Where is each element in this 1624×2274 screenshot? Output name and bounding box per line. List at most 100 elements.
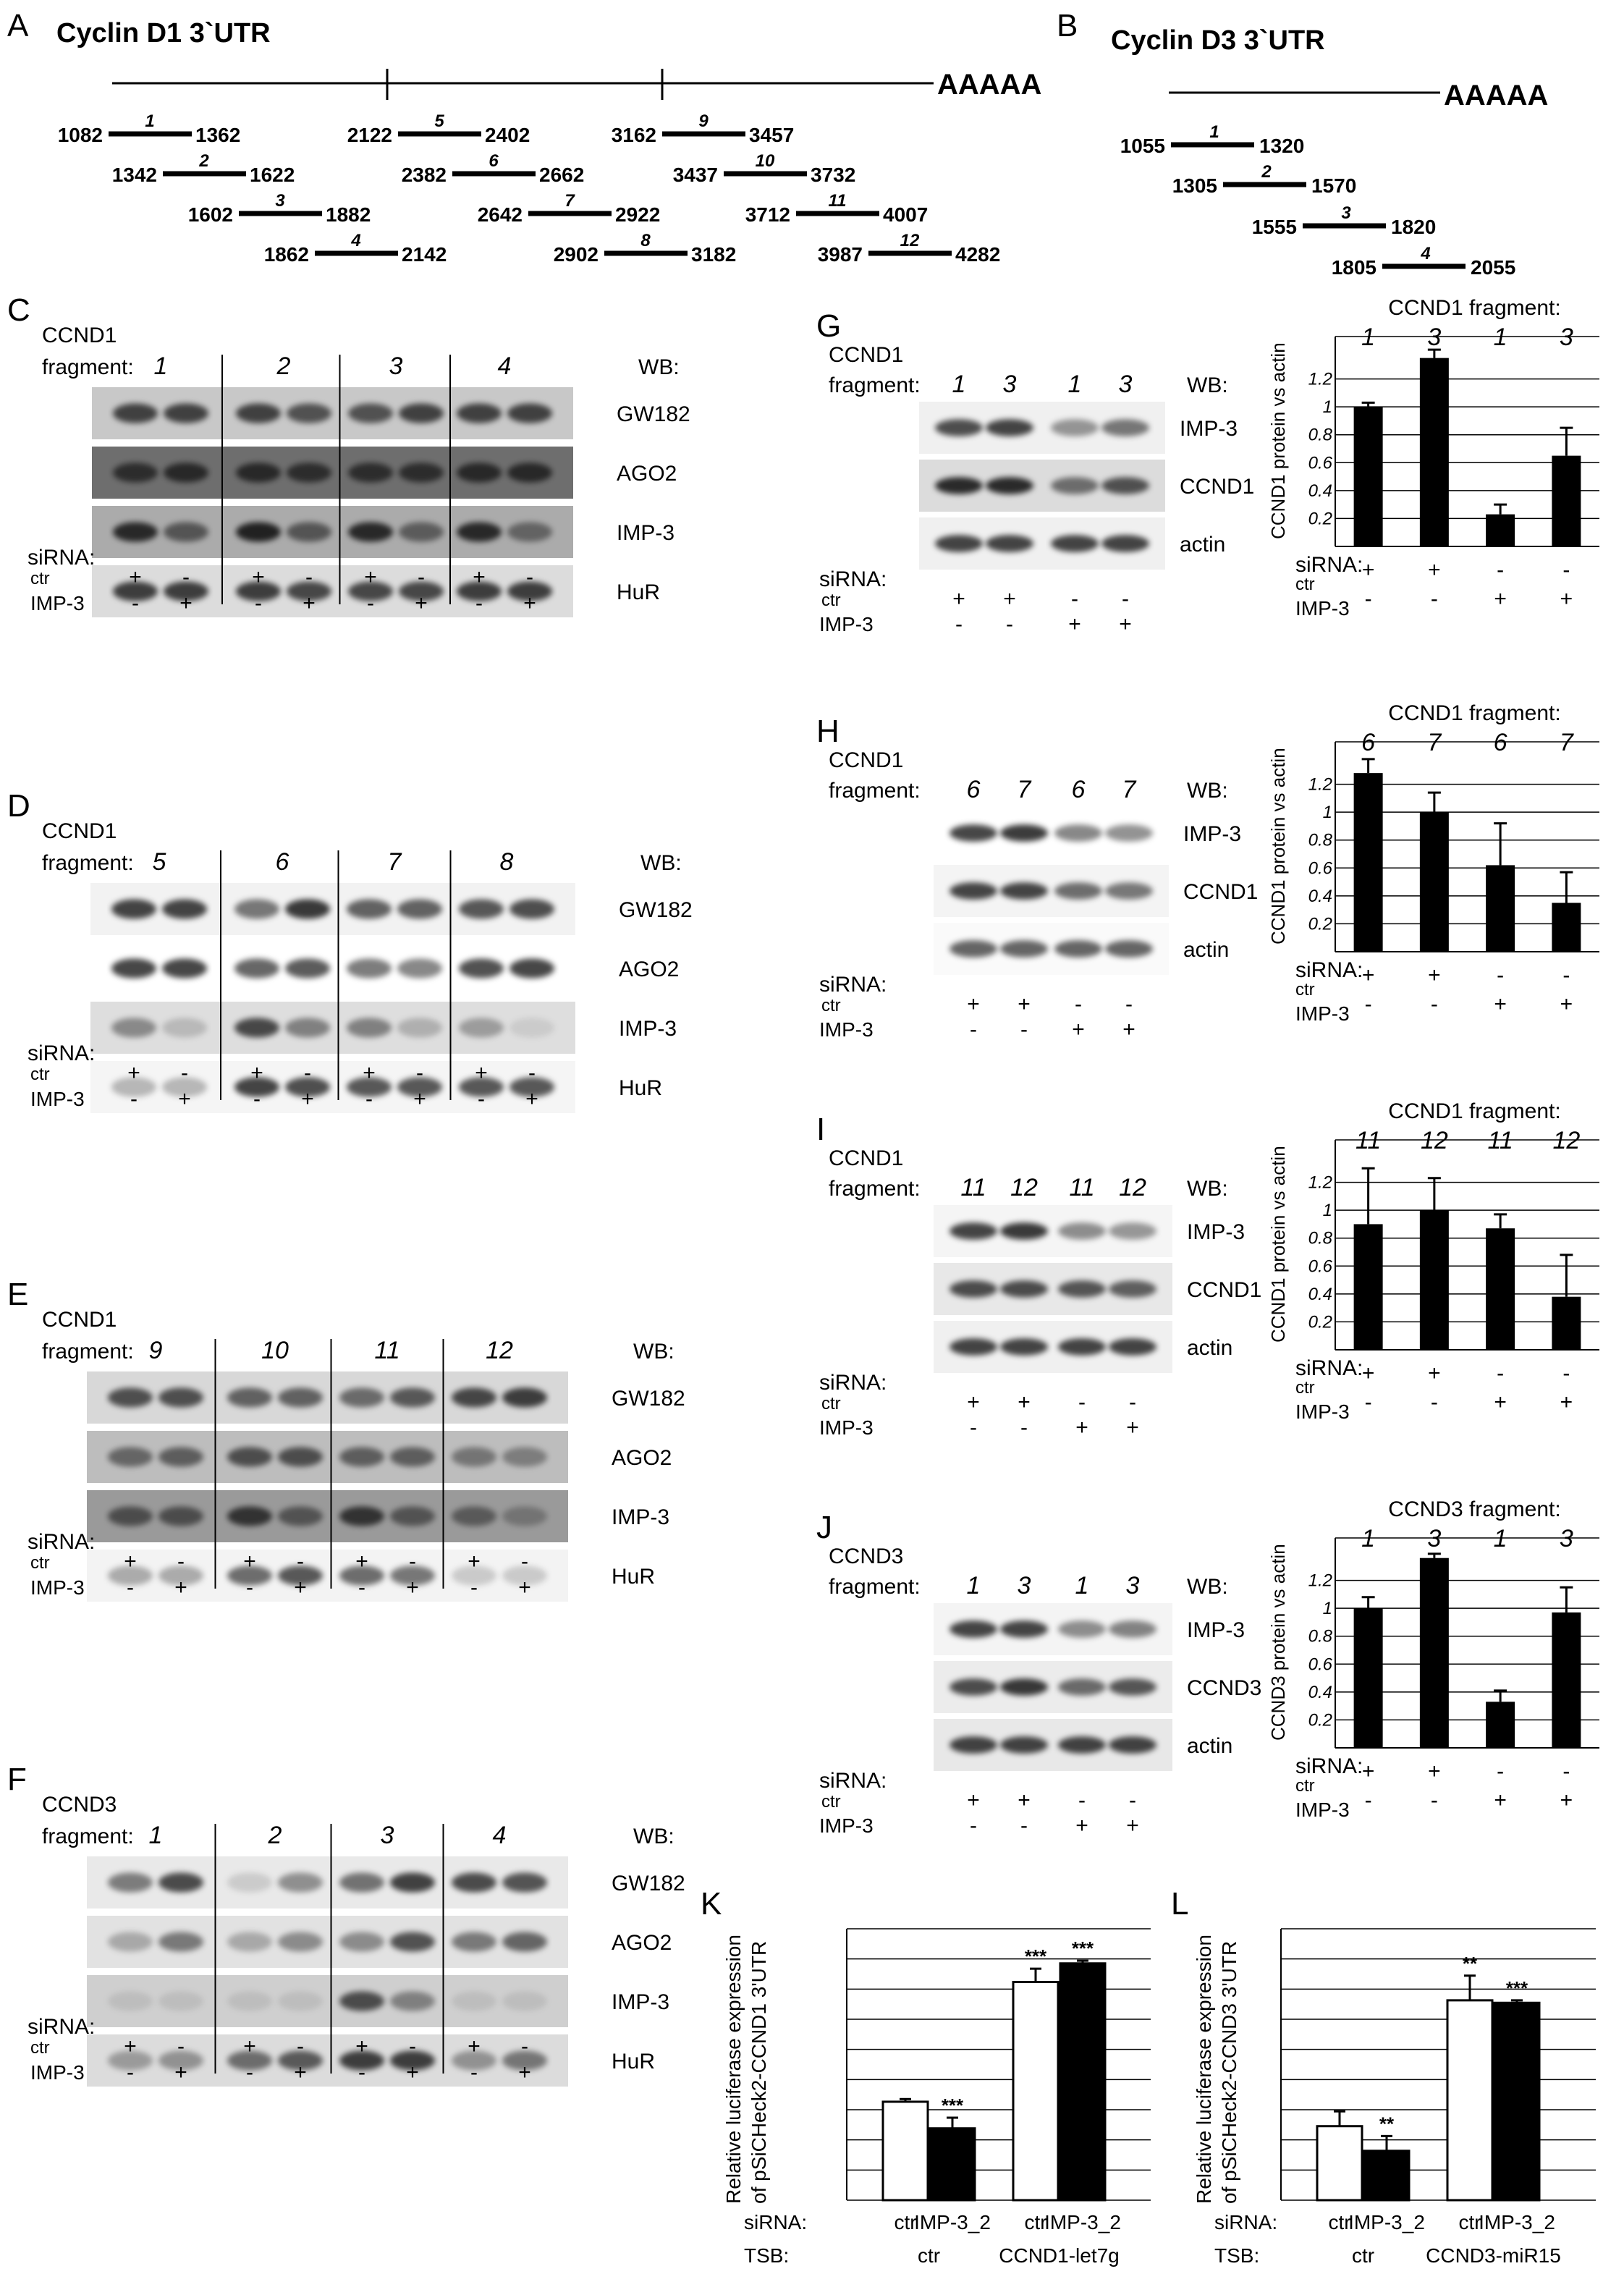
band-blob [339, 2050, 384, 2071]
fragment-start: 1555 [1252, 216, 1297, 238]
imp3-label: IMP-3 [819, 1018, 874, 1041]
blot-band [1101, 477, 1149, 494]
blot-band [111, 1018, 156, 1038]
sign-imp3: + [415, 591, 428, 615]
panel-letter-e: E [7, 1277, 28, 1312]
significance-mark: *** [1506, 1977, 1528, 1999]
sign-imp3: + [523, 591, 536, 615]
blot-band [452, 1872, 496, 1893]
blot-strip-ccnd3 [934, 1661, 1172, 1713]
sign-imp3: - [955, 612, 963, 636]
sign-ctr: - [1497, 558, 1504, 582]
bar [1552, 903, 1581, 952]
blot-band [113, 462, 158, 483]
band-blob [502, 1506, 547, 1526]
blot-band [162, 899, 207, 919]
fragment-start: 1342 [112, 164, 157, 186]
band-blob [452, 1991, 496, 2011]
band-blob [390, 1991, 435, 2011]
utr-fragment-7: 2642 2922 7 [478, 191, 661, 226]
blot-band [1054, 824, 1102, 842]
band-blob [457, 403, 502, 423]
band-label: IMP-3 [1187, 1220, 1245, 1244]
band-blob [227, 2050, 272, 2071]
band-blob [285, 1018, 330, 1038]
y-tick-label: 1 [1323, 1201, 1332, 1220]
blot-band [452, 1447, 496, 1467]
band-label: GW182 [612, 1872, 685, 1895]
blot-band [397, 1077, 442, 1097]
sign-ctr: + [127, 1061, 140, 1085]
band-blob [164, 522, 208, 542]
blot-band [1109, 1280, 1156, 1298]
band-blob [399, 522, 444, 542]
sirna-label: siRNA: [1295, 1754, 1363, 1778]
blot-band [950, 1338, 997, 1356]
band-blob [227, 1387, 272, 1408]
sign-ctr: + [1018, 1390, 1031, 1414]
band-blob [339, 1565, 384, 1586]
panel-letter-j: J [816, 1510, 832, 1545]
utr-fragment-12: 3987 4282 12 [818, 231, 1001, 266]
tsb-value: CCND3-miR15 [1426, 2244, 1561, 2267]
blot-strip-imp-3 [90, 1002, 575, 1054]
lane-number: 6 [1072, 776, 1086, 803]
sign-ctr: - [181, 1061, 188, 1085]
band-blob [502, 2050, 547, 2071]
blot-band [158, 1932, 203, 1952]
sirna-label: siRNA: [1295, 553, 1363, 577]
band-blob [162, 958, 207, 979]
fragment-end: 2662 [539, 164, 584, 186]
band-blob [278, 1932, 323, 1952]
blot-band [339, 1387, 384, 1408]
sirna-value: IMP-3_2 [1479, 2211, 1555, 2233]
blot-band [507, 403, 552, 423]
band-blob [1109, 1280, 1156, 1298]
fragment-end: 1882 [326, 203, 371, 226]
band-blob [1058, 1280, 1106, 1298]
band-blob [111, 1018, 156, 1038]
band-blob [158, 1565, 203, 1586]
sign-imp3: - [1020, 1416, 1028, 1440]
y-tick-label: 1.2 [1308, 370, 1332, 389]
band-blob [1105, 882, 1153, 900]
blot-band [502, 1447, 547, 1467]
band-blob [236, 581, 281, 601]
sign-imp3: - [130, 1087, 138, 1111]
fragment-end: 1570 [1311, 174, 1356, 197]
ctr-label: ctr [30, 569, 50, 588]
fragment-end: 3457 [749, 124, 794, 146]
blot-band [339, 2050, 384, 2071]
band-blob [509, 899, 554, 919]
sign-ctr: + [355, 2034, 368, 2058]
blot-band [348, 522, 393, 542]
blot-band [502, 1565, 547, 1586]
fragment-number: 6 [489, 151, 499, 171]
band-blob [348, 462, 393, 483]
y-axis-label: Relative luciferase expression [1193, 1935, 1215, 2204]
band-blob [507, 522, 552, 542]
blot-band [509, 1018, 554, 1038]
category-label: 1 [1494, 324, 1507, 351]
sign-imp3: + [301, 1087, 314, 1111]
band-blob [158, 1991, 203, 2011]
fragment-number: 2 [276, 352, 291, 380]
band-blob [457, 462, 502, 483]
sign-ctr: - [297, 1550, 304, 1573]
sign-ctr: - [409, 2034, 416, 2058]
blot-band [1054, 940, 1102, 958]
band-blob [108, 2050, 153, 2071]
band-blob [234, 899, 279, 919]
band-blob [457, 522, 502, 542]
blot-band [164, 522, 208, 542]
sign-ctr: + [1362, 963, 1375, 987]
band-label: HuR [617, 580, 660, 604]
fragment-number: 1 [145, 111, 154, 131]
panel-letter-c: C [7, 292, 30, 328]
fragment-number: 7 [388, 848, 402, 876]
band-blob [502, 1447, 547, 1467]
band-blob [162, 1077, 207, 1097]
sirna-label: siRNA: [1214, 2211, 1277, 2233]
band-blob [452, 1387, 496, 1408]
